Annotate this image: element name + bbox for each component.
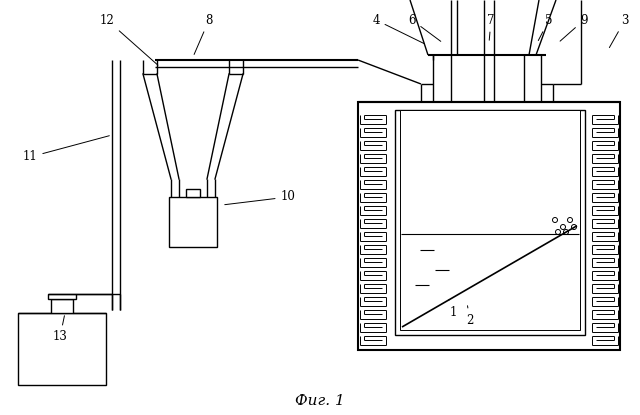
Text: 6: 6 xyxy=(408,14,441,42)
Bar xyxy=(169,197,217,247)
Text: Фиг. 1: Фиг. 1 xyxy=(295,394,345,408)
Text: 2: 2 xyxy=(467,306,474,327)
Text: 3: 3 xyxy=(609,14,628,48)
Text: 10: 10 xyxy=(225,190,296,205)
Bar xyxy=(395,110,585,335)
Text: 5: 5 xyxy=(538,14,553,41)
Bar xyxy=(186,189,200,197)
Text: 13: 13 xyxy=(52,316,67,344)
Bar xyxy=(358,102,620,350)
Bar xyxy=(400,110,580,330)
Text: 9: 9 xyxy=(560,14,588,41)
Text: 7: 7 xyxy=(487,14,495,40)
Bar xyxy=(48,294,76,299)
Text: 4: 4 xyxy=(372,14,424,44)
Text: 8: 8 xyxy=(194,14,212,54)
Text: 11: 11 xyxy=(22,136,109,164)
Bar xyxy=(51,299,73,313)
Text: 12: 12 xyxy=(100,14,158,65)
Bar xyxy=(18,313,106,385)
Text: 1: 1 xyxy=(449,300,457,318)
